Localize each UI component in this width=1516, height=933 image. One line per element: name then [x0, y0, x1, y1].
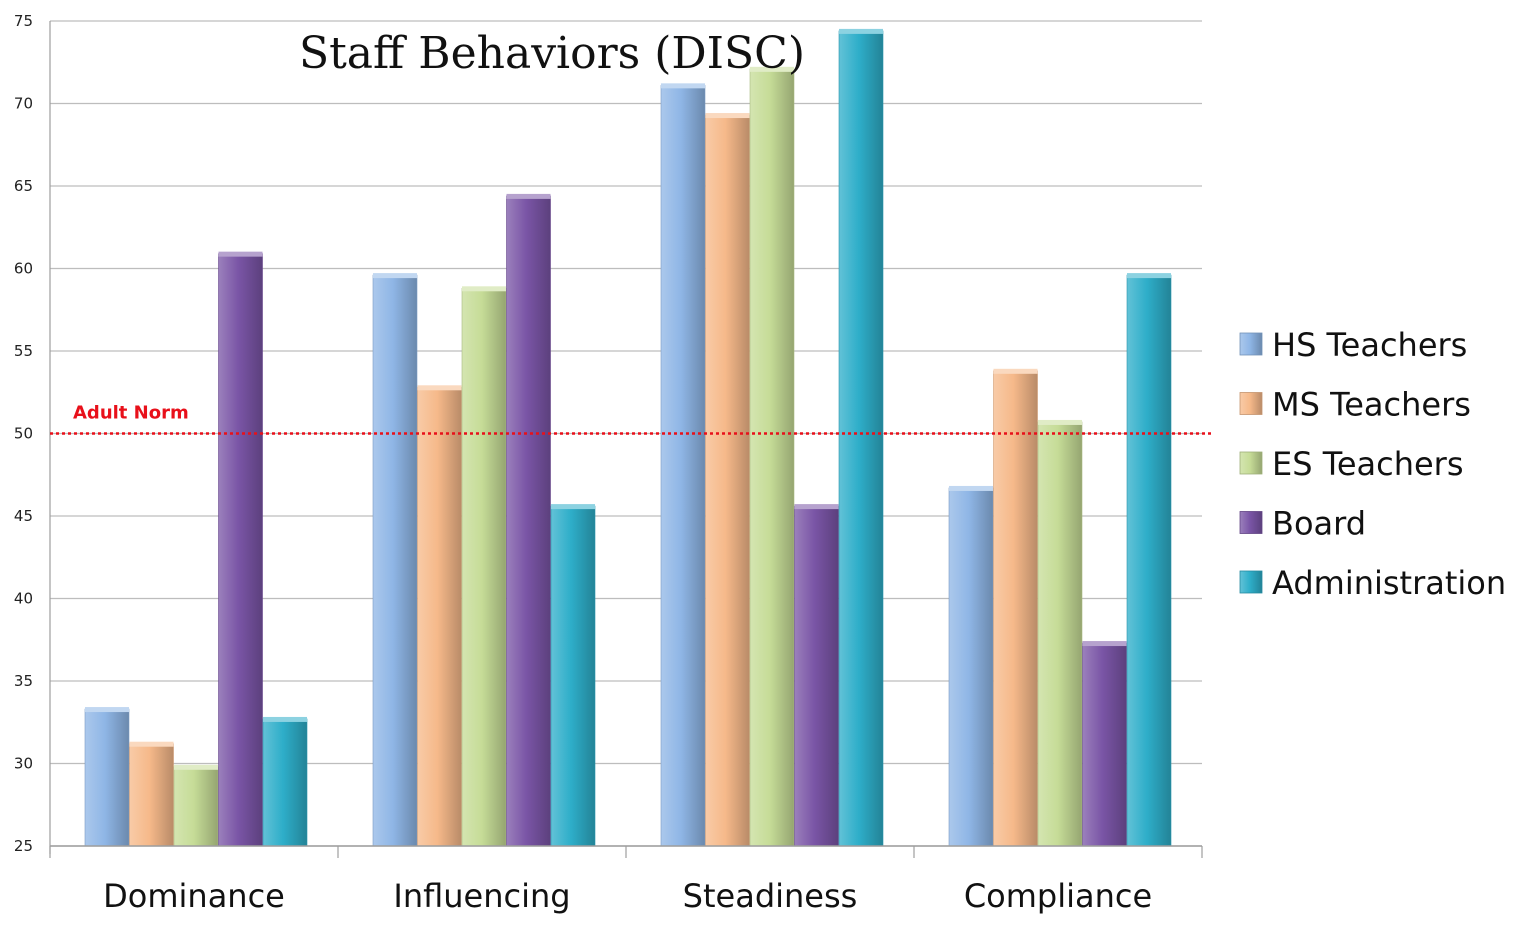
y-tick-label: 45 — [14, 507, 33, 525]
y-tick-label: 50 — [14, 425, 33, 443]
bar-influencing-hs-teachers — [372, 274, 418, 847]
legend-label-board: Board — [1272, 505, 1366, 543]
bar-dominance-es-teachers — [173, 766, 219, 847]
bar-compliance-administration — [1126, 274, 1172, 847]
x-category-label: Dominance — [103, 877, 285, 915]
bars — [84, 28, 1172, 847]
bar-steadiness-hs-teachers — [660, 85, 706, 847]
y-axis-ticks: 25 30 35 40 45 50 55 60 65 70 75 — [14, 12, 33, 855]
bar-top-cap — [993, 368, 1038, 374]
bar-influencing-es-teachers — [461, 287, 507, 847]
legend-label-hs-teachers: HS Teachers — [1272, 326, 1467, 364]
bar-steadiness-ms-teachers — [705, 114, 750, 847]
bar-influencing-ms-teachers — [417, 386, 462, 847]
x-category-label: Influencing — [393, 877, 570, 915]
bar-top-cap — [551, 504, 595, 510]
y-tick-label: 40 — [14, 590, 33, 608]
y-tick-label: 55 — [14, 342, 33, 360]
bar-top-cap — [661, 83, 705, 89]
bar-top-cap — [949, 485, 993, 491]
bar-top-cap — [750, 66, 794, 72]
bar-influencing-board — [506, 195, 551, 847]
bar-top-cap — [417, 385, 462, 391]
y-tick-label: 75 — [14, 12, 33, 30]
y-tick-label: 35 — [14, 672, 33, 690]
bar-dominance-board — [218, 253, 263, 847]
bar-steadiness-administration — [838, 30, 884, 847]
legend-swatch-board — [1239, 511, 1263, 534]
bar-steadiness-board — [794, 505, 839, 847]
bar-top-cap — [1082, 641, 1127, 647]
y-tick-label: 25 — [14, 837, 33, 855]
bar-top-cap — [839, 28, 883, 34]
bar-dominance-hs-teachers — [84, 708, 130, 847]
legend-label-es-teachers: ES Teachers — [1272, 445, 1464, 483]
bar-dominance-ms-teachers — [129, 743, 174, 847]
bar-top-cap — [263, 716, 307, 722]
adult-norm-label: Adult Norm — [73, 403, 189, 424]
y-tick-label: 30 — [14, 755, 33, 773]
bar-top-cap — [1038, 419, 1082, 425]
legend-swatch-ms-teachers — [1239, 392, 1263, 415]
bar-compliance-ms-teachers — [993, 370, 1038, 847]
bar-compliance-es-teachers — [1037, 421, 1083, 847]
y-tick-label: 70 — [14, 95, 33, 113]
bar-top-cap — [705, 113, 750, 119]
x-axis: Dominance Influencing Steadiness Compliance — [49, 21, 1203, 915]
bar-top-cap — [373, 273, 417, 279]
bar-top-cap — [218, 251, 263, 257]
bar-influencing-administration — [550, 505, 596, 847]
bar-top-cap — [85, 707, 129, 713]
legend: HS Teachers MS Teachers ES Teachers Board Ad… — [1239, 326, 1506, 602]
bar-top-cap — [174, 764, 218, 770]
x-category-label: Compliance — [964, 877, 1152, 915]
y-tick-label: 60 — [14, 260, 33, 278]
bar-top-cap — [462, 286, 506, 292]
legend-label-ms-teachers: MS Teachers — [1272, 386, 1471, 424]
legend-swatch-administration — [1239, 570, 1263, 594]
bar-dominance-administration — [262, 718, 308, 847]
bar-top-cap — [506, 193, 551, 199]
legend-label-administration: Administration — [1272, 564, 1506, 602]
chart-title: Staff Behaviors (DISC) — [299, 28, 805, 79]
bar-top-cap — [129, 741, 174, 747]
legend-swatch-hs-teachers — [1239, 332, 1263, 356]
y-tick-label: 65 — [14, 177, 33, 195]
bar-compliance-board — [1082, 642, 1127, 847]
bar-steadiness-es-teachers — [749, 68, 795, 847]
bar-compliance-hs-teachers — [948, 487, 994, 847]
bar-top-cap — [1127, 273, 1171, 279]
bar-top-cap — [794, 504, 839, 510]
x-category-label: Steadiness — [683, 877, 858, 915]
legend-swatch-es-teachers — [1239, 451, 1263, 475]
adult-norm-line: Adult Norm — [50, 403, 1212, 435]
